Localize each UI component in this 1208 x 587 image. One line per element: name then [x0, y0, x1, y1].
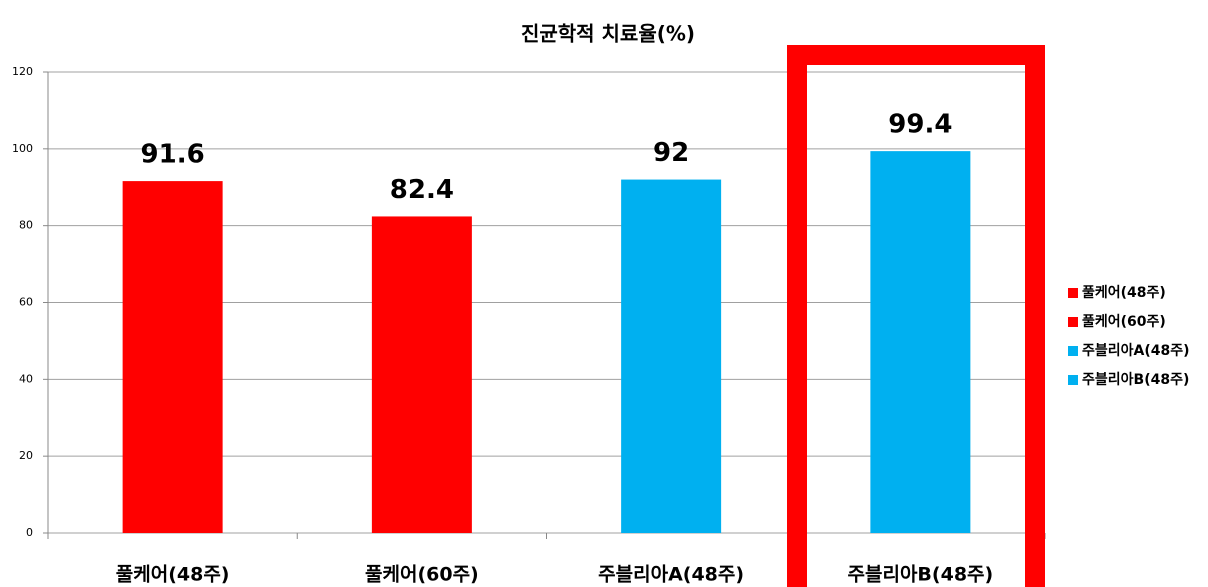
chart-title: 진균학적 치료율(%)	[521, 22, 695, 46]
bar	[621, 179, 722, 534]
x-tick-label: 풀케어(48주)	[116, 564, 230, 586]
bar	[371, 216, 472, 534]
y-tick-label: 60	[19, 296, 33, 309]
y-tick-label: 80	[19, 219, 33, 232]
legend-label: 주블리아B(48주)	[1082, 371, 1189, 388]
y-tick-label: 40	[19, 372, 33, 385]
legend-label: 풀케어(48주)	[1082, 284, 1166, 301]
bar	[870, 151, 971, 533]
value-label: 92	[653, 138, 689, 168]
bar	[122, 181, 223, 533]
value-label: 99.4	[888, 110, 952, 140]
x-tick-label: 풀케어(60주)	[365, 564, 479, 586]
legend-label: 주블리아A(48주)	[1082, 342, 1190, 359]
value-label: 91.6	[141, 140, 205, 170]
legend-swatch	[1068, 288, 1078, 298]
legend-swatch	[1068, 317, 1078, 327]
y-tick-label: 120	[12, 65, 33, 78]
legend-swatch	[1068, 375, 1078, 385]
y-tick-label: 0	[26, 526, 33, 539]
y-tick-label: 20	[19, 449, 33, 462]
legend-label: 풀케어(60주)	[1082, 313, 1166, 330]
y-tick-label: 100	[12, 142, 33, 155]
x-tick-label: 주블리아A(48주)	[598, 564, 744, 586]
value-label: 82.4	[390, 175, 454, 205]
highlight-box	[787, 45, 1045, 587]
legend-swatch	[1068, 346, 1078, 356]
x-tick-label: 주블리아B(48주)	[848, 564, 994, 586]
